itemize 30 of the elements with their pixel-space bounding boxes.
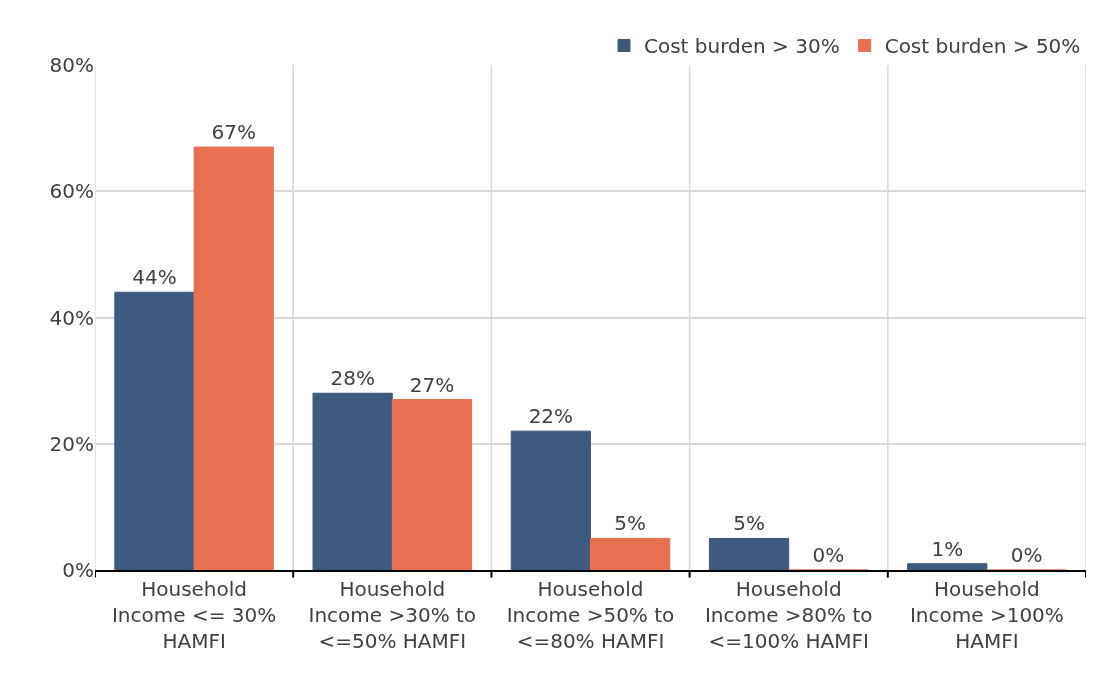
data-label: 28% — [330, 366, 375, 391]
bar — [312, 392, 393, 570]
x-tick-label: Household Income >30% to <=50% HAMFI — [308, 577, 477, 653]
legend-label: Cost burden > 30% — [644, 34, 840, 59]
bar — [193, 146, 274, 570]
data-label: 27% — [409, 372, 455, 397]
data-label: 5% — [614, 511, 647, 536]
bar — [708, 537, 790, 570]
x-tick-label: Household Income >50% to <=80% HAMFI — [506, 577, 675, 653]
y-tick-label: 60% — [49, 179, 94, 204]
y-tick-label: 20% — [49, 431, 94, 456]
y-tick-label: 80% — [49, 53, 94, 77]
x-tick-label: Household Income <= 30% HAMFI — [111, 577, 277, 653]
x-tick-label: Household Income >80% to <=100% HAMFI — [704, 577, 873, 653]
data-label: 1% — [931, 536, 964, 561]
data-label: 0% — [812, 543, 845, 567]
data-label: 0% — [1010, 543, 1043, 567]
y-tick-label: 40% — [49, 305, 94, 330]
data-label: 5% — [733, 511, 765, 536]
bar — [907, 563, 988, 570]
bar — [590, 537, 671, 570]
data-label: 22% — [528, 404, 574, 429]
x-tick-label: Household Income >100% HAMFI — [909, 577, 1064, 653]
data-label: 67% — [211, 120, 256, 145]
bar — [114, 291, 195, 570]
data-label: 44% — [132, 265, 177, 290]
legend-label: Cost burden > 50% — [884, 34, 1081, 59]
bar — [510, 430, 591, 570]
y-tick-label: 0% — [62, 558, 94, 582]
bar — [391, 399, 473, 570]
